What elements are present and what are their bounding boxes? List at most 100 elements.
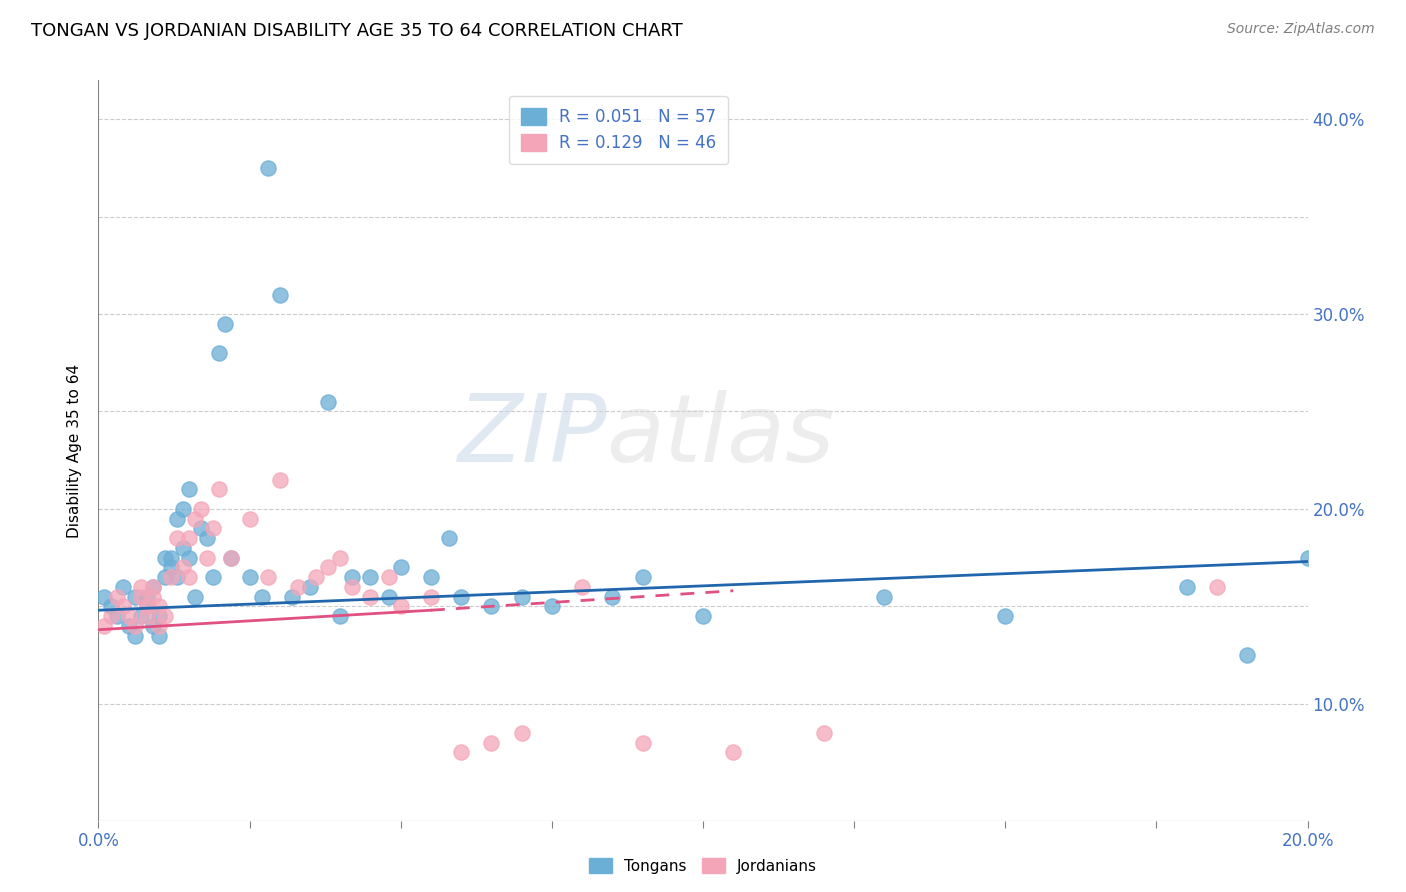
Point (160, 560, 183, 574)
Point (214, 317, 236, 331)
Point (420, 570, 443, 584)
Point (100, 599, 122, 614)
Point (179, 483, 201, 497)
Point (329, 609, 352, 624)
Point (190, 502, 212, 516)
Point (153, 609, 176, 624)
Point (420, 590, 443, 604)
Point (571, 580, 593, 594)
Point (172, 560, 194, 574)
Point (329, 550, 352, 565)
Point (148, 628, 170, 642)
Point (299, 580, 322, 594)
Point (305, 570, 328, 584)
Point (142, 580, 165, 594)
Point (93, 619, 115, 633)
Point (124, 590, 146, 604)
Point (195, 550, 218, 565)
Point (208, 483, 231, 497)
Point (510, 590, 533, 604)
Text: atlas: atlas (606, 390, 835, 481)
Point (1175, 580, 1198, 594)
Point (316, 560, 339, 574)
Point (124, 628, 146, 642)
Point (153, 570, 176, 584)
Point (1296, 550, 1319, 565)
Point (105, 609, 128, 624)
Point (135, 590, 157, 604)
Point (135, 609, 157, 624)
Point (287, 580, 309, 594)
Point (202, 521, 225, 535)
Point (510, 726, 533, 740)
Point (360, 570, 382, 584)
Point (450, 590, 472, 604)
Point (269, 473, 291, 487)
Point (377, 570, 399, 584)
Point (153, 550, 176, 565)
Point (148, 619, 170, 633)
Point (360, 590, 382, 604)
Point (631, 736, 654, 750)
Text: Source: ZipAtlas.com: Source: ZipAtlas.com (1227, 22, 1375, 37)
Point (256, 161, 278, 175)
Point (540, 599, 562, 614)
Point (221, 550, 243, 565)
Point (111, 599, 134, 614)
Point (481, 736, 503, 750)
Point (160, 570, 183, 584)
Point (602, 590, 624, 604)
Point (377, 590, 399, 604)
Point (437, 531, 460, 545)
Point (124, 619, 146, 633)
Point (100, 609, 122, 624)
Point (166, 570, 188, 584)
Point (281, 590, 304, 604)
Point (135, 599, 157, 614)
Point (105, 590, 128, 604)
Point (239, 511, 262, 525)
Point (269, 287, 291, 301)
Point (172, 541, 194, 555)
Point (184, 590, 207, 604)
Point (129, 609, 152, 624)
Point (179, 531, 201, 545)
Y-axis label: Disability Age 35 to 64: Disability Age 35 to 64 (67, 363, 83, 538)
Point (342, 580, 364, 594)
Point (93, 590, 115, 604)
Point (195, 531, 218, 545)
Point (873, 590, 896, 604)
Point (389, 599, 412, 614)
Point (190, 521, 212, 535)
Point (692, 609, 714, 624)
Point (148, 599, 170, 614)
Point (118, 619, 141, 633)
Point (111, 580, 134, 594)
Point (118, 609, 141, 624)
Point (994, 609, 1017, 624)
Point (129, 580, 152, 594)
Text: TONGAN VS JORDANIAN DISABILITY AGE 35 TO 64 CORRELATION CHART: TONGAN VS JORDANIAN DISABILITY AGE 35 TO… (31, 22, 683, 40)
Point (184, 511, 207, 525)
Point (342, 570, 364, 584)
Point (389, 560, 412, 574)
Point (208, 346, 231, 360)
Point (723, 746, 745, 760)
Point (166, 531, 188, 545)
Point (135, 599, 157, 614)
Point (256, 570, 278, 584)
Legend: R = 0.051   N = 57, R = 0.129   N = 46: R = 0.051 N = 57, R = 0.129 N = 46 (509, 96, 728, 164)
Point (166, 511, 188, 525)
Legend: Tongans, Jordanians: Tongans, Jordanians (583, 852, 823, 880)
Point (179, 550, 201, 565)
Point (221, 550, 243, 565)
Point (1236, 648, 1258, 662)
Point (160, 550, 183, 565)
Point (813, 726, 835, 740)
Point (148, 609, 170, 624)
Point (202, 570, 225, 584)
Point (179, 570, 201, 584)
Point (142, 590, 165, 604)
Point (316, 394, 339, 409)
Point (172, 502, 194, 516)
